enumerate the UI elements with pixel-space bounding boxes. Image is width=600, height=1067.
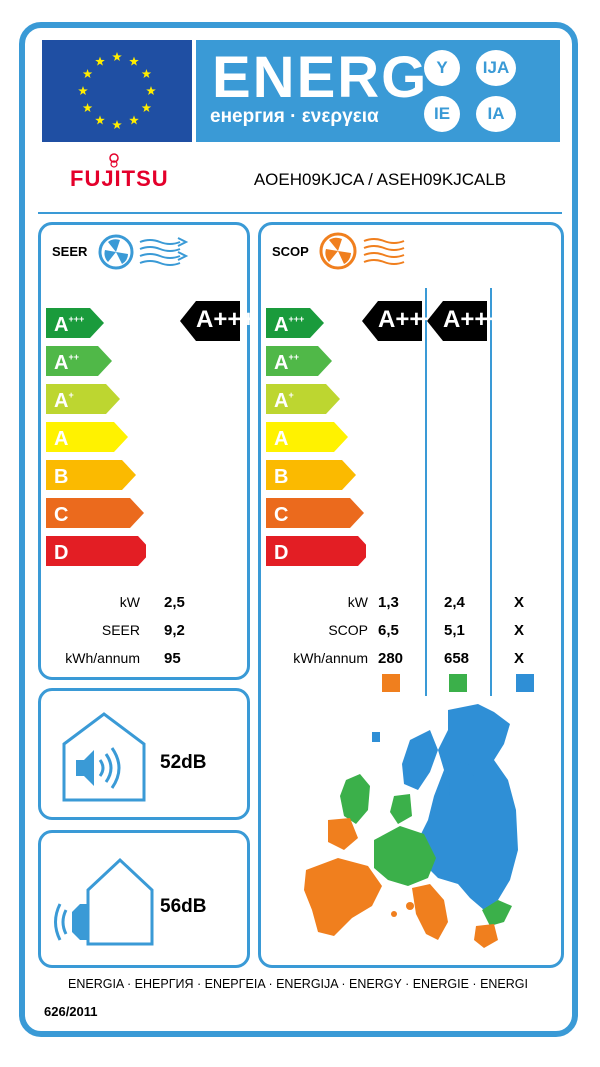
cooling-rating-indicator: A+++ <box>180 301 255 341</box>
energy-class-arrow: A++ <box>46 346 112 376</box>
climate-average-swatch <box>449 674 467 692</box>
energy-word: ENERG <box>212 45 429 110</box>
brand-logo: FUJITSU <box>70 166 169 191</box>
energy-class-arrow: A <box>266 422 348 452</box>
eu-star-icon <box>141 103 152 112</box>
eu-star-icon <box>95 115 105 125</box>
fan-cooling-icon <box>98 234 189 270</box>
cooling-rating-text: A+++ <box>196 306 256 333</box>
eu-star-icon <box>141 69 152 78</box>
energy-class-arrow: A+ <box>46 384 120 414</box>
heating-cold-value: X <box>514 594 525 611</box>
eu-star-icon <box>129 115 139 125</box>
eu-star-icon <box>82 69 93 78</box>
column-divider <box>490 288 492 696</box>
energy-class-arrow: A++ <box>266 346 332 376</box>
heating-average-value: 658 <box>444 650 470 667</box>
energy-class-label: D <box>54 542 68 564</box>
language-suffix: Y <box>424 50 460 86</box>
energy-class-arrow: A+ <box>266 384 340 414</box>
eu-star-icon <box>112 52 122 61</box>
row-label: SEER <box>101 622 140 638</box>
energy-class-arrow: C <box>266 498 364 528</box>
energy-class-label: B <box>54 466 68 488</box>
energy-class-arrow: D <box>266 536 366 566</box>
energy-class-arrow: A <box>46 422 128 452</box>
heating-warm-value: 6,5 <box>378 622 399 639</box>
energy-class-label: A <box>54 428 68 450</box>
europe-climate-map <box>304 704 518 948</box>
eu-flag <box>42 40 192 142</box>
eu-star-icon <box>112 120 122 129</box>
column-divider <box>425 288 427 696</box>
heating-rating-indicator-average: A+++ <box>427 301 502 341</box>
row-label: kW <box>119 594 140 610</box>
eu-star-icon <box>78 86 88 95</box>
cooling-title: SEER <box>52 244 88 259</box>
eu-star-icon <box>129 56 139 66</box>
energy-class-label: C <box>274 504 288 526</box>
header-divider <box>38 212 562 214</box>
eu-stars-icon <box>78 52 156 129</box>
row-label: kWh/annum <box>293 650 368 666</box>
regulation-number: 626/2011 <box>44 1004 98 1019</box>
row-label: kW <box>347 594 368 610</box>
energy-class-arrow: A+++ <box>46 308 104 338</box>
outdoor-noise-panel <box>38 830 250 968</box>
eu-star-icon <box>82 103 93 112</box>
energy-class-label: D <box>274 542 288 564</box>
energy-class-label: B <box>274 466 288 488</box>
language-suffix: IE <box>424 96 460 132</box>
indoor-noise-panel <box>38 688 250 820</box>
heating-rating-text: A+++ <box>443 306 503 333</box>
heating-average-value: 5,1 <box>444 622 465 639</box>
heating-title: SCOP <box>272 244 309 259</box>
energy-class-label: C <box>54 504 68 526</box>
row-value: 9,2 <box>164 622 185 639</box>
outdoor-noise-house-icon <box>54 857 154 946</box>
model-number: AOEH09KJCA / ASEH09KJCALB <box>253 170 507 189</box>
heating-cold-value: X <box>514 622 525 639</box>
row-label: kWh/annum <box>65 650 140 666</box>
heating-cold-value: X <box>514 650 525 667</box>
brand-swirl-icon <box>109 153 119 168</box>
energy-class-arrow: C <box>46 498 144 528</box>
energy-class-arrow: D <box>46 536 146 566</box>
indoor-noise-value: 52dB <box>160 752 207 773</box>
row-label: SCOP <box>328 622 368 638</box>
cooling-panel <box>38 222 250 680</box>
heating-average-value: 2,4 <box>444 594 465 611</box>
climate-cold-swatch <box>516 674 534 692</box>
fan-heating-icon <box>319 232 405 270</box>
row-value: 95 <box>164 650 181 667</box>
outdoor-noise-value: 56dB <box>160 896 207 917</box>
footer-languages: ENERGIA · ЕНЕРГИЯ · ΕΝΕΡΓΕΙΑ · ENERGIJA … <box>68 977 528 991</box>
heating-warm-value: 280 <box>378 650 404 667</box>
language-suffix: IA <box>476 96 516 132</box>
heating-warm-value: 1,3 <box>378 594 399 611</box>
energy-class-label: A <box>274 428 288 450</box>
eu-star-icon <box>95 56 105 66</box>
energy-class-arrow: B <box>46 460 136 490</box>
energy-banner: ENERG енергия · ενεργεια Y IJA IE IA <box>196 40 560 142</box>
energy-subtitle: енергия · ενεργεια <box>210 106 379 127</box>
indoor-noise-house-icon <box>62 712 146 802</box>
heating-panel <box>258 222 564 968</box>
heating-rating-text: A+++ <box>378 306 438 333</box>
climate-warm-swatch <box>382 674 400 692</box>
row-value: 2,5 <box>164 594 185 611</box>
energy-class-arrow: A+++ <box>266 308 324 338</box>
heating-rating-indicator-warm: A+++ <box>362 301 437 341</box>
energy-class-arrow: B <box>266 460 356 490</box>
language-suffix: IJA <box>476 50 516 86</box>
eu-star-icon <box>146 86 156 95</box>
